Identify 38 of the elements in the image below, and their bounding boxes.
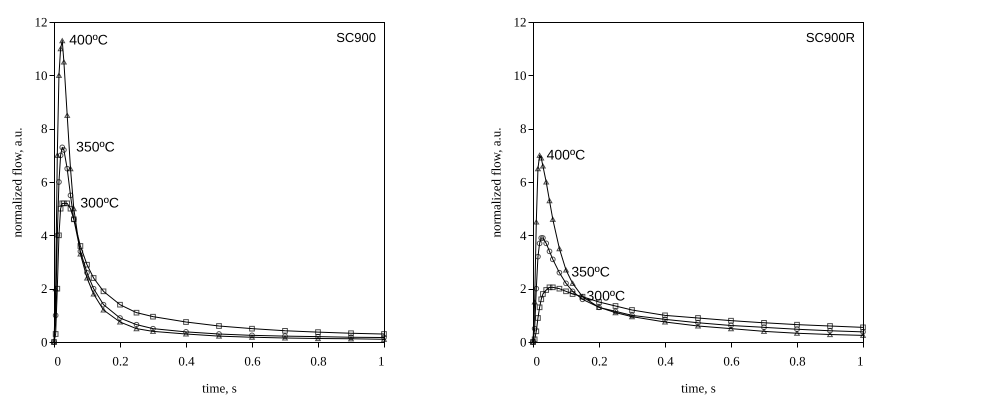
x-tick-label: 0.4 xyxy=(657,354,674,368)
x-tick-label: 0 xyxy=(534,354,540,368)
y-tick-label: 10 xyxy=(34,68,48,83)
y-tick-label: 2 xyxy=(41,281,48,296)
y-tick-label: 0 xyxy=(520,334,526,350)
x-axis-title: time, s xyxy=(202,380,237,396)
x-axis-title: time, s xyxy=(681,380,716,396)
x-tick-label: 0 xyxy=(54,354,61,368)
y-tick-label: 2 xyxy=(520,281,526,296)
series-label: 300ºC xyxy=(80,194,119,210)
series-label: 400ºC xyxy=(546,146,586,162)
series-label: 350ºC xyxy=(571,264,610,280)
annotation: SC900 xyxy=(336,30,376,45)
x-tick-label: 0.8 xyxy=(310,354,327,368)
y-tick-label: 4 xyxy=(41,228,48,243)
y-tick-label: 12 xyxy=(514,14,526,30)
y-tick-label: 4 xyxy=(520,228,527,243)
y-tick-label: 8 xyxy=(41,121,48,136)
series-label: 350ºC xyxy=(76,138,115,154)
series-label: 300ºC xyxy=(586,288,626,304)
x-tick-label: 1 xyxy=(378,354,384,368)
y-axis-title: normalized flow, a.u. xyxy=(10,128,24,238)
y-tick-label: 6 xyxy=(520,174,527,190)
x-tick-label: 0.4 xyxy=(178,354,196,368)
series-label: 400ºC xyxy=(69,32,108,48)
x-tick-label: 1 xyxy=(857,354,864,368)
y-tick-label: 12 xyxy=(34,14,48,30)
x-tick-label: 0.6 xyxy=(723,354,740,368)
annotation: SC900R xyxy=(806,30,855,45)
x-tick-label: 0.2 xyxy=(112,354,129,368)
y-tick-label: 6 xyxy=(41,174,48,190)
y-tick-label: 8 xyxy=(520,121,526,136)
y-tick-label: 10 xyxy=(514,68,526,83)
x-tick-label: 0.2 xyxy=(591,354,608,368)
y-axis-title: normalized flow, a.u. xyxy=(488,128,504,238)
x-tick-label: 0.6 xyxy=(244,354,262,368)
x-tick-label: 0.8 xyxy=(789,354,806,368)
y-tick-label: 0 xyxy=(41,334,48,350)
